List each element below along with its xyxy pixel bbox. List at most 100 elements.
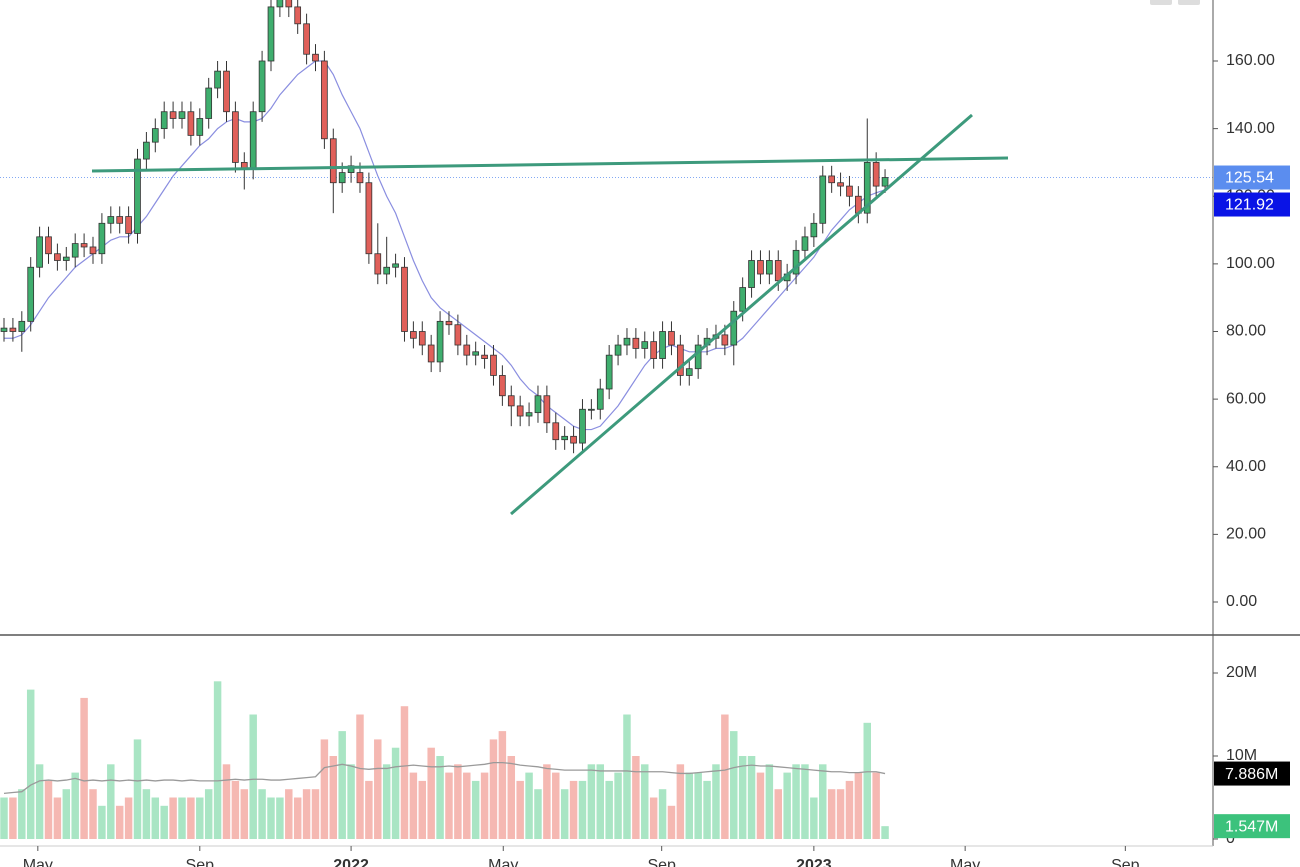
volume-bar <box>160 805 168 839</box>
volume-bar <box>427 747 435 839</box>
volume-bar <box>783 772 791 839</box>
volume-bar <box>649 797 658 839</box>
volume-bar <box>0 797 8 839</box>
volume-bar <box>667 805 676 839</box>
candle-body <box>507 395 515 407</box>
candle-body <box>107 216 115 224</box>
candle-body <box>160 111 168 130</box>
volume-bar <box>863 722 871 839</box>
volume-bar <box>560 789 569 839</box>
volume-bar <box>436 756 444 839</box>
candle-body <box>454 324 462 346</box>
volume-bar <box>587 764 596 839</box>
volume-bar <box>756 772 765 839</box>
candle-body <box>125 216 132 234</box>
volume-bar <box>213 681 222 839</box>
candle-body <box>178 111 186 119</box>
volume-bar <box>338 731 346 839</box>
candle-body <box>863 162 871 214</box>
trendlines <box>91 113 1009 516</box>
volume-bar <box>525 772 533 839</box>
volume-average-line <box>3 762 886 794</box>
y-tick-label: 40.00 <box>1226 458 1266 475</box>
candle-body <box>223 70 230 113</box>
volume-bar <box>302 789 311 839</box>
y-tick-label: 140.00 <box>1226 120 1275 137</box>
volume-bar <box>534 789 542 839</box>
candle-body <box>374 253 382 275</box>
volume-bar <box>258 789 266 839</box>
volume-bar <box>819 764 827 839</box>
volume-bar <box>810 797 818 839</box>
y-tick-label: 160.00 <box>1226 52 1275 69</box>
axis-value-label: 121.92 <box>1225 197 1274 214</box>
volume-bar <box>721 714 729 839</box>
volume-bar <box>641 764 649 839</box>
volume-bar <box>676 764 685 839</box>
candle-body <box>881 177 889 187</box>
candle-body <box>552 422 560 441</box>
candle-body <box>329 138 337 184</box>
candle-body <box>668 331 675 346</box>
candle-body <box>677 344 684 376</box>
candle-body <box>187 111 195 136</box>
volume-bar <box>516 780 524 839</box>
candle-body <box>481 354 488 359</box>
support-trendline <box>510 113 973 516</box>
candle-body <box>258 60 266 113</box>
volume-bar <box>71 772 79 839</box>
volume-bar <box>703 780 711 839</box>
volume-bar <box>845 780 854 839</box>
volume-bar <box>285 789 293 839</box>
volume-bar <box>231 780 240 839</box>
candle-body <box>294 6 302 25</box>
candle-body <box>303 23 310 55</box>
candle-body <box>54 253 61 261</box>
candle-body <box>401 266 408 332</box>
candle-body <box>623 337 631 346</box>
volume-bar <box>293 797 302 839</box>
volume-tick-label: 20M <box>1226 664 1257 681</box>
volume-bar <box>53 797 62 839</box>
candle-body <box>312 53 319 62</box>
y-tick-label: 80.00 <box>1226 323 1266 340</box>
x-tick-label: 2023 <box>796 857 832 867</box>
volume-bar <box>694 772 702 839</box>
volume-bar <box>445 772 453 839</box>
volume-bar <box>471 780 480 839</box>
candle-body <box>721 334 729 346</box>
candle-body <box>792 249 800 275</box>
candle-body <box>534 395 542 414</box>
volume-bar <box>196 797 204 839</box>
candle-body <box>276 0 284 8</box>
volume-bar <box>80 697 88 839</box>
axis-value-box <box>1214 165 1290 190</box>
volume-bar <box>267 797 275 839</box>
candle-body <box>463 344 471 356</box>
candle-body <box>659 331 666 359</box>
y-tick-label: 60.00 <box>1226 390 1266 407</box>
volume-bar <box>204 789 213 839</box>
volume-bar <box>738 756 747 839</box>
x-tick-label: Sep <box>186 857 215 867</box>
candle-body <box>321 60 328 140</box>
candle-body <box>45 236 52 255</box>
toolbar-icon[interactable] <box>1150 0 1172 5</box>
volume-bar <box>489 739 498 839</box>
volume-bar <box>107 764 115 839</box>
volume-bar <box>480 772 489 839</box>
candle-body <box>169 111 177 119</box>
volume-bar <box>169 797 177 839</box>
candle-body <box>837 182 844 187</box>
volume-bar <box>605 780 613 839</box>
volume-bar <box>178 797 186 839</box>
candle-body <box>285 0 293 8</box>
volume-bar <box>454 764 462 839</box>
volume-bar <box>569 780 578 839</box>
toolbar-icon[interactable] <box>1178 0 1200 5</box>
volume-bar <box>543 764 551 839</box>
volume-bar <box>596 764 605 839</box>
candle-body <box>766 260 773 275</box>
volume-tick-label: 10M <box>1226 747 1257 764</box>
